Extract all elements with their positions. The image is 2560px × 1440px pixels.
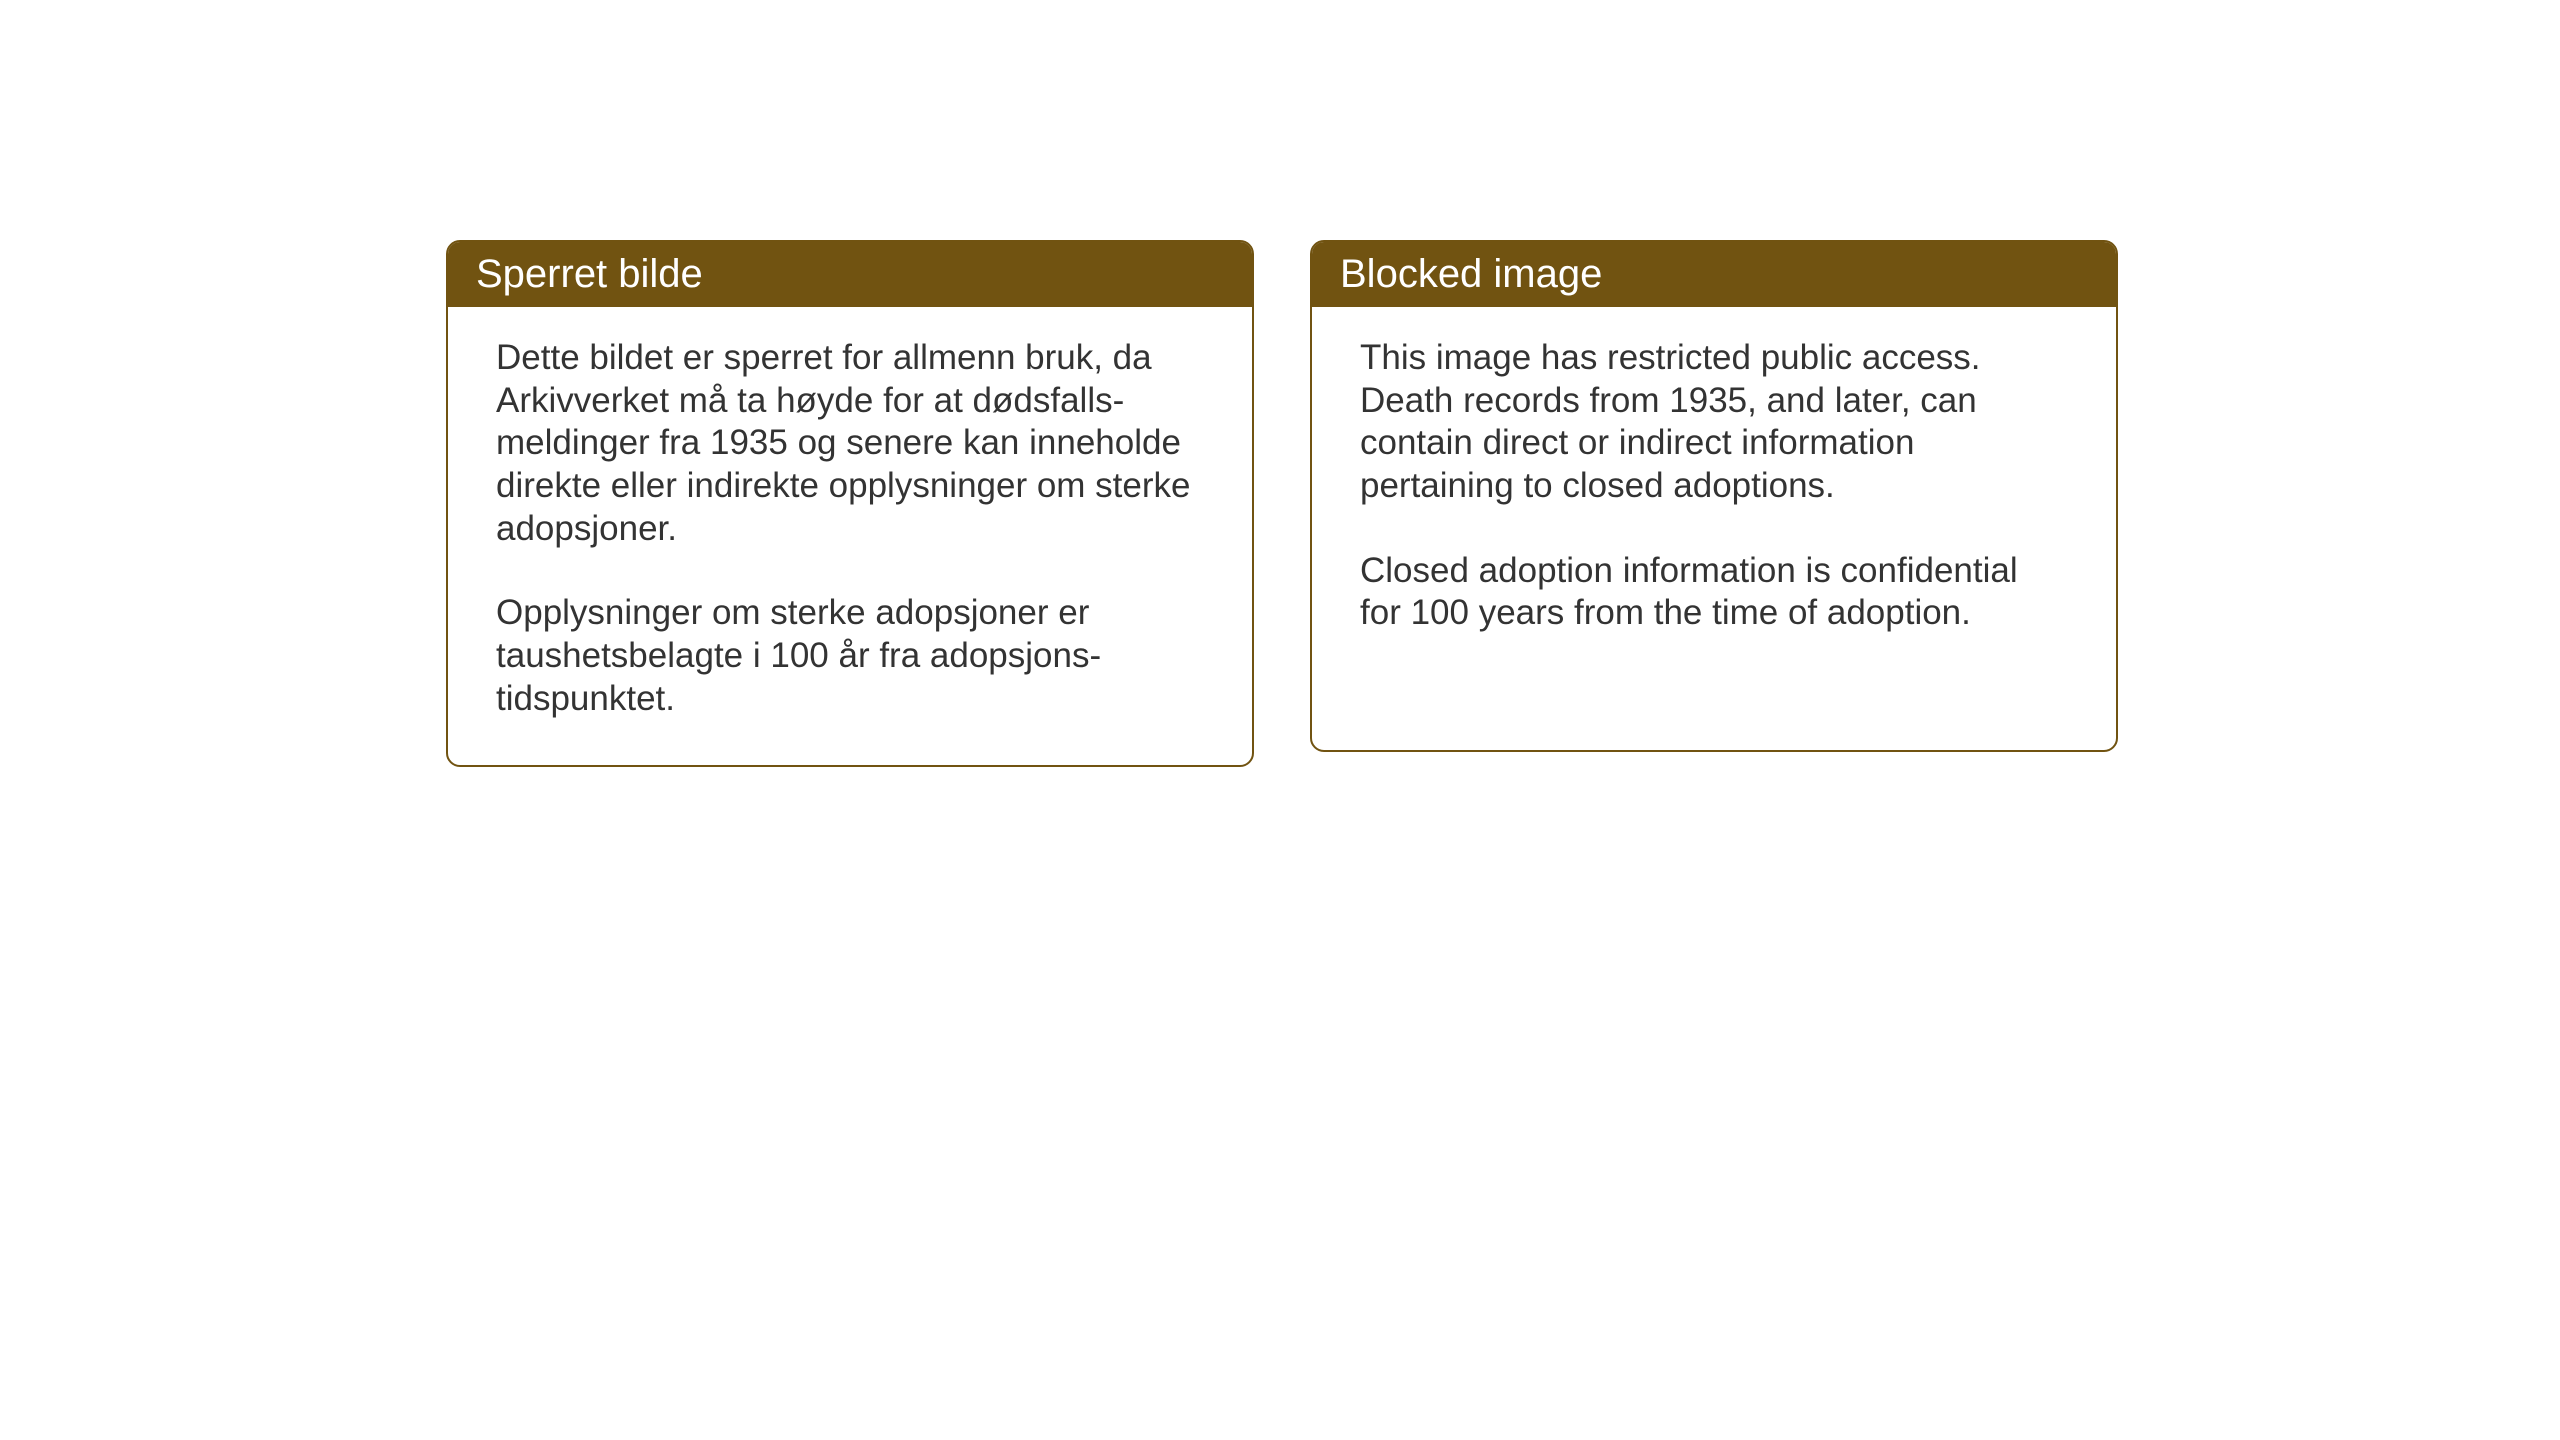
english-card-body: This image has restricted public access.… [1312,307,2116,679]
norwegian-card: Sperret bilde Dette bildet er sperret fo… [446,240,1254,767]
norwegian-paragraph-1: Dette bildet er sperret for allmenn bruk… [496,337,1204,550]
english-card-header: Blocked image [1312,242,2116,307]
english-paragraph-1: This image has restricted public access.… [1360,337,2068,508]
norwegian-title: Sperret bilde [476,252,703,296]
english-card: Blocked image This image has restricted … [1310,240,2118,752]
notice-container: Sperret bilde Dette bildet er sperret fo… [446,240,2118,767]
norwegian-card-body: Dette bildet er sperret for allmenn bruk… [448,307,1252,765]
norwegian-paragraph-2: Opplysninger om sterke adopsjoner er tau… [496,592,1204,720]
english-paragraph-2: Closed adoption information is confident… [1360,550,2068,635]
norwegian-card-header: Sperret bilde [448,242,1252,307]
english-title: Blocked image [1340,252,1602,296]
